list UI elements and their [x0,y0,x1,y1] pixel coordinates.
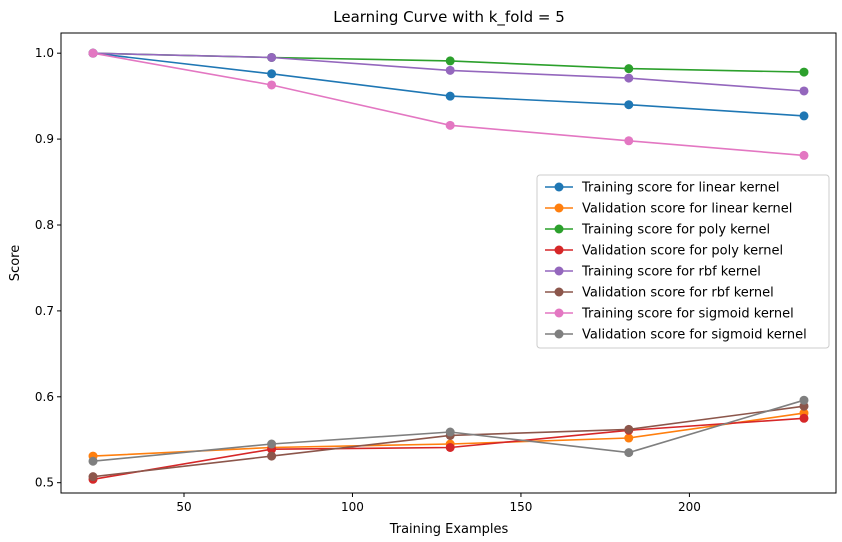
data-point [445,427,455,437]
y-tick-label: 1.0 [35,46,54,60]
legend-marker [554,308,564,318]
data-point [267,52,277,62]
data-point [445,120,455,130]
data-point [624,424,634,434]
data-point [88,48,98,58]
data-point [799,413,809,423]
x-tick-label: 50 [176,500,191,514]
y-tick-label: 0.9 [35,132,54,146]
data-point [624,433,634,443]
y-tick-label: 0.8 [35,218,54,232]
legend: Training score for linear kernel Validati… [536,174,830,349]
data-point [267,69,277,79]
data-point [799,67,809,77]
plot-frame [60,32,837,494]
legend-label: Training score for linear kernel [581,181,779,196]
data-point [799,111,809,121]
legend-marker [554,266,564,276]
data-point [799,395,809,405]
x-tick-label: 100 [341,500,364,514]
x-axis-label: Training Examples [389,522,509,537]
legend-label: Training score for poly kernel [581,223,770,238]
series-layer [88,48,809,484]
data-point [445,91,455,101]
x-tick-label: 150 [509,500,532,514]
data-point [445,442,455,452]
legend-marker [554,329,564,339]
data-point [624,136,634,146]
x-axis-ticks: 50 100 150 200 [176,493,701,514]
data-point [267,439,277,449]
legend-label: Training score for sigmoid kernel [581,307,794,322]
data-point [624,100,634,110]
legend-marker [554,224,564,234]
y-tick-label: 0.7 [35,304,54,318]
data-point [624,73,634,83]
y-tick-label: 0.5 [35,476,54,490]
legend-marker [554,203,564,213]
data-point [799,150,809,160]
x-tick-label: 200 [678,500,701,514]
data-point [624,448,634,458]
y-axis-ticks: 0.5 0.6 0.7 0.8 0.9 1.0 [35,46,61,490]
legend-label: Validation score for rbf kernel [582,286,774,301]
legend-label: Validation score for poly kernel [582,244,783,259]
legend-label: Validation score for linear kernel [582,202,792,217]
legend-marker [554,287,564,297]
legend-marker [554,245,564,255]
data-point [88,472,98,482]
legend-marker [554,182,564,192]
data-point [799,86,809,96]
y-tick-label: 0.6 [35,390,54,404]
data-point [624,64,634,74]
legend-label: Validation score for sigmoid kernel [582,328,807,343]
y-axis-label: Score [8,245,23,281]
chart-title: Learning Curve with k_fold = 5 [333,8,564,27]
data-point [445,65,455,75]
data-point [267,451,277,461]
legend-label: Training score for rbf kernel [581,265,761,280]
data-point [445,56,455,66]
legend-box [536,174,830,349]
data-point [88,456,98,466]
data-point [267,80,277,90]
